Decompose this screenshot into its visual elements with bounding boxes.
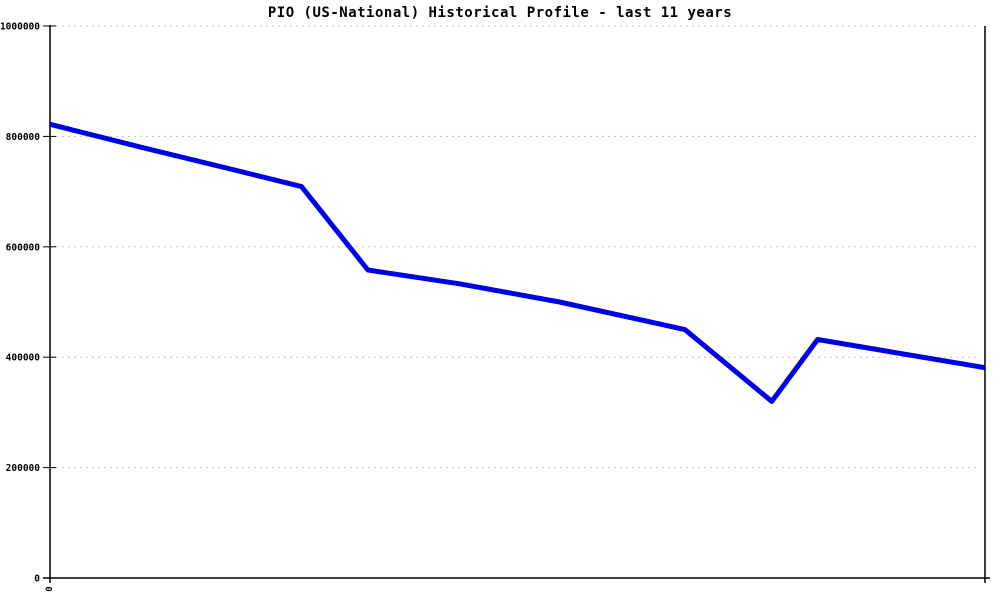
y-tick-label: 800000 <box>6 132 41 143</box>
y-tick-label: 600000 <box>6 242 41 253</box>
y-tick-label: 0 <box>34 574 40 585</box>
y-tick-label: 1000000 <box>0 22 40 33</box>
series-line <box>49 121 986 404</box>
chart-title: PIO (US-National) Historical Profile - l… <box>267 5 733 21</box>
x-tick-label: 0 <box>45 586 55 591</box>
y-tick-label: 400000 <box>6 353 41 364</box>
y-tick-label: 200000 <box>6 463 41 474</box>
